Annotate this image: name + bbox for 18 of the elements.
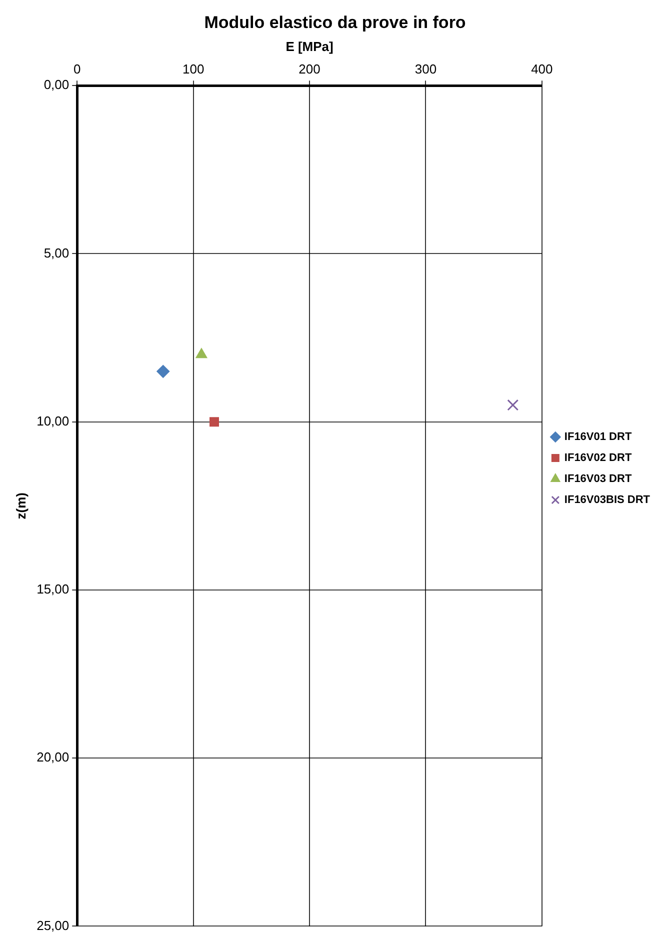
x-tick-label: 0 [74,61,81,76]
y-tick-label: 10,00 [36,413,70,428]
x-axis-title: E [MPa] [286,38,334,54]
x-tick-label: 300 [414,61,437,76]
legend-label: IF16V01 DRT [564,431,632,444]
y-tick-label: 20,00 [36,750,70,765]
legend-label: IF16V02 DRT [564,452,632,464]
legend-label: IF16V03BIS DRT [564,494,650,506]
chart-title: Modulo elastico da prove in foro [204,12,466,32]
y-tick-label: 5,00 [44,245,70,260]
legend-label: IF16V03 DRT [564,473,632,486]
y-tick-label: 0,00 [44,77,70,92]
y-axis-title: z(m) [13,492,28,520]
x-tick-label: 400 [531,61,553,76]
x-tick-label: 100 [182,61,204,76]
y-tick-label: 25,00 [36,918,70,933]
y-tick-label: 15,00 [36,582,70,597]
x-tick-label: 200 [298,61,320,76]
